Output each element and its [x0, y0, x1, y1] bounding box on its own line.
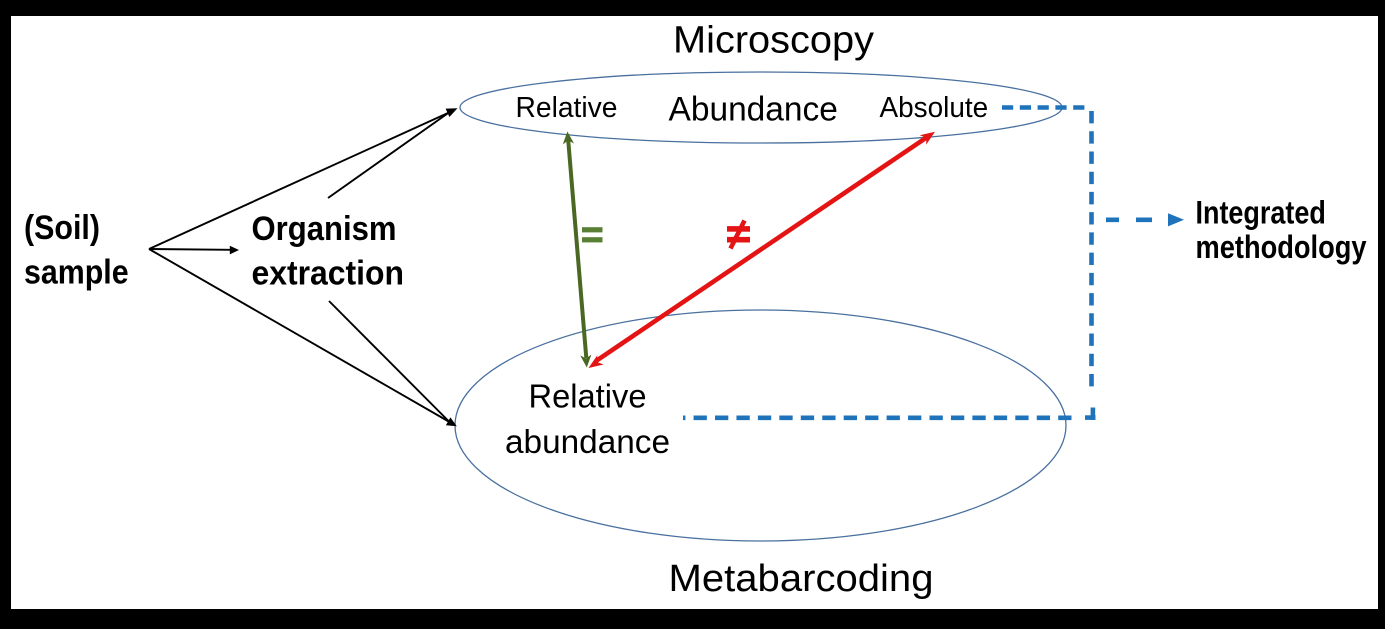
svg-text:Absolute: Absolute [880, 92, 989, 124]
svg-text:(Soil): (Soil) [24, 209, 100, 247]
svg-text:Microscopy: Microscopy [673, 20, 874, 62]
svg-text:Organism: Organism [252, 210, 397, 248]
svg-text:sample: sample [24, 254, 129, 292]
svg-text:Relative: Relative [529, 379, 647, 416]
svg-text:Metabarcoding: Metabarcoding [669, 558, 934, 600]
svg-text:methodology: methodology [1196, 229, 1367, 265]
svg-text:extraction: extraction [252, 254, 405, 292]
svg-text:Abundance: Abundance [669, 90, 838, 128]
svg-text:Integrated: Integrated [1196, 194, 1326, 230]
svg-text:abundance: abundance [505, 424, 670, 461]
svg-text:Relative: Relative [516, 92, 618, 124]
